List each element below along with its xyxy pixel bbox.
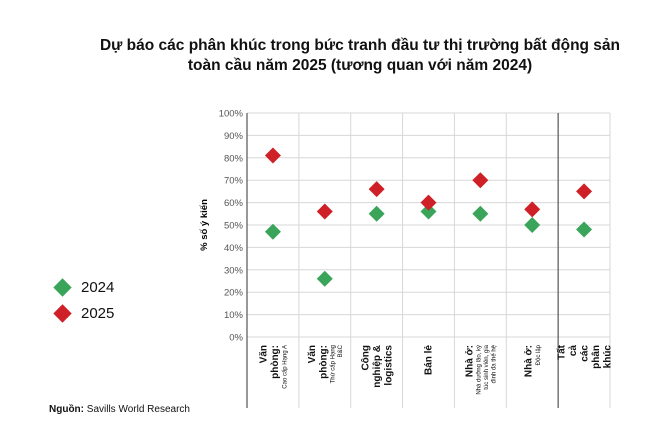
x-category-label: cả	[568, 345, 579, 357]
legend: 2024 2025	[52, 274, 114, 326]
y-tick-label: 30%	[224, 265, 244, 276]
source-note: Nguồn: Savills World Research	[49, 404, 190, 415]
point-2024	[368, 205, 385, 222]
x-category-label: nghiệp &	[372, 345, 383, 388]
source-label: Nguồn:	[49, 404, 84, 415]
point-2024	[524, 217, 541, 233]
x-category-label: Độc lập	[536, 344, 542, 365]
source-text: Savills World Research	[86, 404, 190, 415]
point-2024	[576, 221, 593, 238]
x-category-label: Văn	[259, 345, 270, 363]
point-2024	[316, 270, 333, 287]
y-tick-label: 60%	[224, 198, 244, 209]
title-line-1: Dự báo các phân khúc trong bức tranh đầu…	[99, 37, 621, 54]
x-category-label: đình đa thế hệ	[492, 344, 498, 383]
x-category-label: Nhà ở:	[524, 345, 535, 377]
x-category-label: B&C	[338, 344, 344, 357]
x-category-label: Tất	[555, 344, 567, 360]
x-category-label: logistics	[383, 345, 394, 386]
point-2024	[264, 223, 281, 240]
x-category-label: túc sinh viên, gia	[484, 344, 490, 389]
legend-item-2024: 2024	[52, 274, 114, 300]
point-2025	[264, 147, 281, 164]
legend-item-2025: 2025	[52, 300, 114, 326]
point-2025	[524, 201, 541, 218]
x-category-label: các	[579, 345, 590, 362]
point-2024	[472, 205, 489, 222]
y-tick-label: 80%	[224, 153, 244, 164]
x-category-label: phòng:	[318, 345, 329, 379]
x-category-label: Văn	[307, 345, 318, 363]
chart-title: Dự báo các phân khúc trong bức tranh đầu…	[60, 36, 660, 76]
y-tick-label: 70%	[224, 176, 244, 187]
legend-label-2024: 2024	[81, 278, 115, 296]
y-tick-label: 40%	[224, 243, 244, 254]
x-category-label: Cao cấp Hạng A	[283, 345, 289, 389]
x-category-label: Thứ cấp Hạng	[331, 345, 337, 383]
x-category-label: phòng:	[270, 345, 281, 379]
y-tick-label: 50%	[224, 221, 244, 232]
y-tick-label: 90%	[224, 131, 244, 142]
y-tick-label: 10%	[224, 310, 244, 321]
point-2025	[368, 181, 385, 198]
x-category-label: Công	[360, 345, 371, 371]
x-category-label: Nhà ở:	[464, 345, 475, 377]
y-axis-label: % số ý kiến	[199, 199, 210, 251]
point-2025	[472, 172, 489, 189]
legend-marker-2025	[53, 303, 72, 323]
point-2024	[420, 203, 437, 220]
y-tick-label: 20%	[224, 288, 244, 299]
x-category-label: phân	[591, 345, 602, 369]
legend-marker-2024	[53, 277, 72, 297]
y-tick-label: 0%	[229, 333, 243, 344]
x-category-label: Bán lẻ	[424, 345, 435, 375]
x-category-label: khúc	[602, 345, 613, 369]
y-tick-label: 100%	[219, 109, 244, 120]
point-2025	[420, 194, 437, 211]
point-2025	[576, 183, 593, 200]
x-category-label: Nhà dưỡng lão, ký	[477, 345, 483, 395]
title-line-2: toàn cầu năm 2025 (tương quan với năm 20…	[187, 57, 533, 74]
point-2025	[316, 203, 333, 220]
legend-label-2025: 2025	[81, 304, 115, 322]
